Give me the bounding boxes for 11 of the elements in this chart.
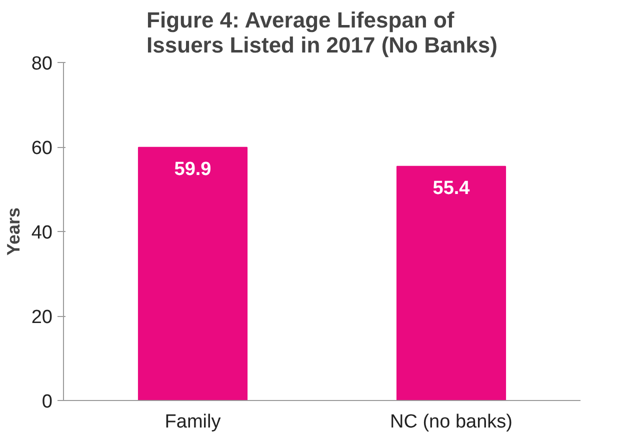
x-tick-label: Family xyxy=(164,412,222,432)
y-tick-label: 20 xyxy=(31,307,53,328)
y-tick-label: 40 xyxy=(31,222,53,244)
y-tick-label: 60 xyxy=(31,138,53,159)
y-axis-title: Years xyxy=(3,207,24,256)
data-label: 55.4 xyxy=(432,178,470,199)
chart-title: Figure 4: Average Lifespan of Issuers Listed in 2017 (No Banks) xyxy=(146,8,498,58)
data-label: 59.9 xyxy=(174,158,212,180)
y-tick-label: 0 xyxy=(42,392,53,412)
x-tick-label: NC (no banks) xyxy=(390,412,513,432)
y-tick-label: 80 xyxy=(31,54,53,74)
